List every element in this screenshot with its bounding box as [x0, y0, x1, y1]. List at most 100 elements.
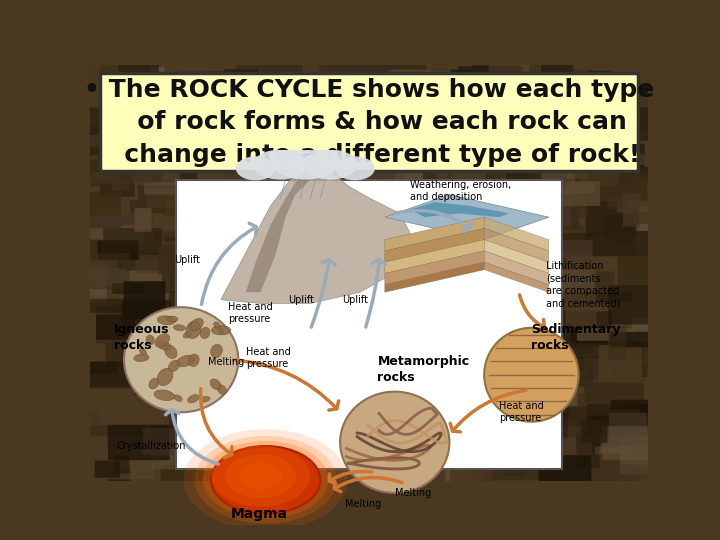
FancyBboxPatch shape: [451, 388, 513, 415]
FancyBboxPatch shape: [442, 151, 474, 162]
FancyBboxPatch shape: [156, 174, 215, 202]
FancyBboxPatch shape: [181, 345, 225, 375]
FancyBboxPatch shape: [413, 374, 428, 403]
Text: Igneous
rocks: Igneous rocks: [114, 323, 170, 352]
FancyBboxPatch shape: [197, 427, 253, 446]
FancyBboxPatch shape: [261, 70, 302, 99]
FancyBboxPatch shape: [477, 286, 544, 310]
FancyBboxPatch shape: [235, 112, 298, 130]
FancyBboxPatch shape: [461, 89, 512, 112]
Ellipse shape: [303, 150, 358, 180]
FancyBboxPatch shape: [186, 309, 208, 323]
FancyBboxPatch shape: [193, 282, 256, 315]
FancyBboxPatch shape: [187, 191, 214, 211]
FancyBboxPatch shape: [196, 347, 241, 367]
FancyBboxPatch shape: [155, 350, 220, 373]
FancyBboxPatch shape: [122, 261, 170, 299]
FancyBboxPatch shape: [272, 254, 287, 262]
Text: Crystallization: Crystallization: [117, 441, 186, 451]
Ellipse shape: [218, 327, 224, 334]
Text: Heat and
pressure: Heat and pressure: [246, 347, 290, 369]
FancyBboxPatch shape: [610, 332, 667, 347]
FancyBboxPatch shape: [524, 222, 562, 255]
Polygon shape: [484, 251, 549, 285]
FancyBboxPatch shape: [599, 133, 629, 161]
FancyBboxPatch shape: [372, 335, 429, 346]
FancyBboxPatch shape: [381, 333, 410, 370]
FancyBboxPatch shape: [622, 144, 644, 168]
FancyBboxPatch shape: [228, 186, 281, 215]
Ellipse shape: [200, 327, 210, 339]
FancyBboxPatch shape: [552, 240, 612, 256]
FancyBboxPatch shape: [499, 95, 550, 128]
FancyBboxPatch shape: [593, 231, 657, 256]
FancyBboxPatch shape: [348, 468, 400, 492]
FancyBboxPatch shape: [173, 381, 217, 398]
FancyBboxPatch shape: [581, 420, 608, 443]
FancyBboxPatch shape: [420, 113, 459, 136]
FancyBboxPatch shape: [507, 172, 541, 195]
FancyBboxPatch shape: [377, 295, 413, 313]
FancyBboxPatch shape: [501, 196, 544, 234]
FancyBboxPatch shape: [215, 137, 236, 171]
Ellipse shape: [212, 446, 310, 507]
FancyBboxPatch shape: [310, 234, 328, 271]
Text: Metamorphic
rocks: Metamorphic rocks: [377, 355, 469, 383]
FancyBboxPatch shape: [389, 301, 427, 323]
FancyBboxPatch shape: [423, 314, 449, 347]
FancyBboxPatch shape: [582, 107, 649, 141]
FancyBboxPatch shape: [381, 160, 405, 196]
FancyBboxPatch shape: [147, 80, 204, 104]
FancyBboxPatch shape: [189, 303, 218, 327]
Polygon shape: [221, 165, 410, 303]
FancyBboxPatch shape: [516, 112, 546, 134]
FancyBboxPatch shape: [462, 128, 518, 141]
FancyBboxPatch shape: [507, 326, 550, 362]
FancyBboxPatch shape: [180, 172, 197, 186]
FancyBboxPatch shape: [449, 231, 490, 245]
FancyBboxPatch shape: [132, 353, 187, 368]
Ellipse shape: [157, 316, 176, 325]
FancyBboxPatch shape: [366, 453, 410, 463]
FancyBboxPatch shape: [611, 400, 650, 410]
FancyBboxPatch shape: [621, 154, 653, 165]
FancyBboxPatch shape: [78, 262, 107, 302]
FancyBboxPatch shape: [315, 469, 372, 491]
FancyBboxPatch shape: [383, 282, 451, 299]
FancyBboxPatch shape: [354, 314, 413, 330]
Polygon shape: [385, 217, 484, 251]
FancyBboxPatch shape: [301, 400, 335, 429]
FancyBboxPatch shape: [606, 184, 629, 211]
FancyBboxPatch shape: [169, 414, 202, 427]
FancyBboxPatch shape: [319, 389, 370, 418]
Ellipse shape: [176, 355, 195, 367]
FancyBboxPatch shape: [464, 74, 517, 83]
FancyBboxPatch shape: [420, 376, 480, 393]
FancyBboxPatch shape: [568, 331, 620, 348]
FancyBboxPatch shape: [613, 364, 648, 377]
FancyBboxPatch shape: [66, 192, 121, 228]
FancyBboxPatch shape: [609, 413, 647, 446]
Ellipse shape: [212, 326, 230, 335]
FancyBboxPatch shape: [143, 428, 202, 455]
Ellipse shape: [134, 354, 149, 361]
FancyBboxPatch shape: [510, 190, 562, 200]
Ellipse shape: [217, 385, 227, 395]
FancyBboxPatch shape: [304, 125, 369, 163]
FancyBboxPatch shape: [163, 197, 181, 216]
FancyBboxPatch shape: [320, 140, 346, 163]
FancyBboxPatch shape: [150, 329, 182, 346]
FancyBboxPatch shape: [266, 323, 280, 359]
FancyBboxPatch shape: [350, 308, 397, 331]
FancyBboxPatch shape: [182, 339, 237, 353]
FancyBboxPatch shape: [579, 293, 632, 302]
FancyBboxPatch shape: [265, 107, 329, 128]
FancyBboxPatch shape: [550, 113, 568, 133]
Ellipse shape: [189, 354, 199, 367]
FancyBboxPatch shape: [620, 436, 651, 474]
FancyBboxPatch shape: [260, 97, 326, 131]
FancyBboxPatch shape: [287, 387, 338, 409]
FancyBboxPatch shape: [171, 328, 185, 341]
Polygon shape: [385, 240, 484, 273]
FancyBboxPatch shape: [283, 136, 338, 172]
